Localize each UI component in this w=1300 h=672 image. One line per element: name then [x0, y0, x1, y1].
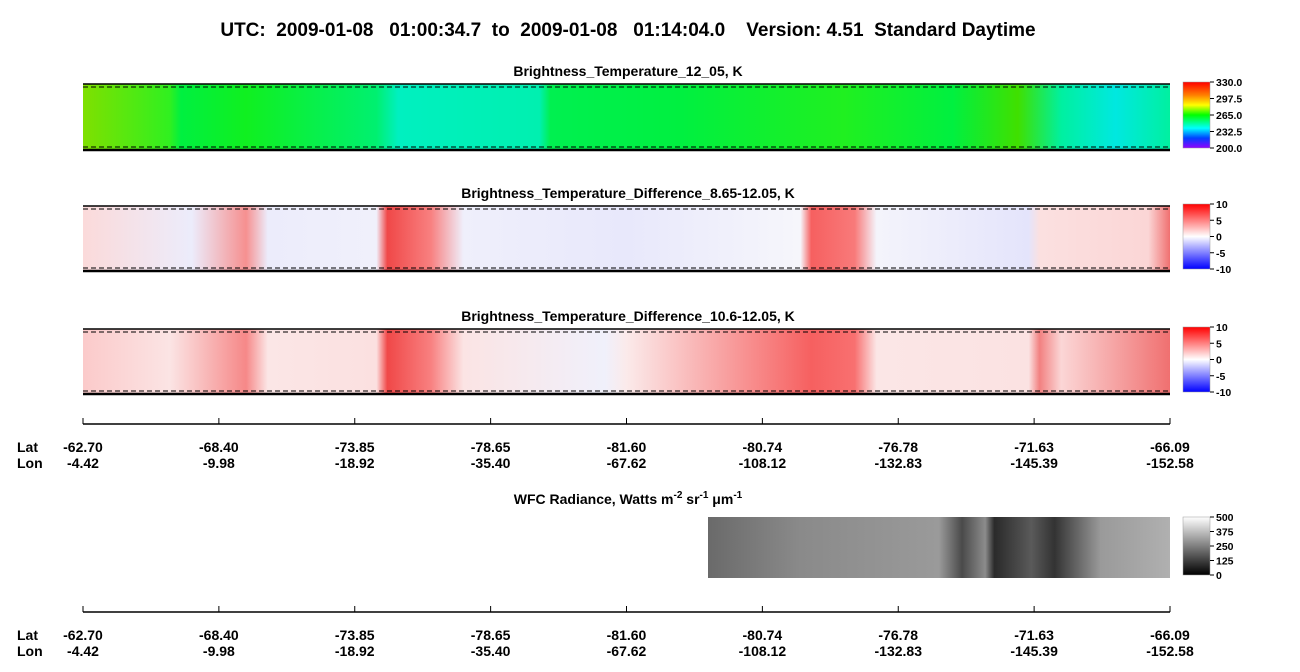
lat-label: -80.74: [743, 439, 783, 455]
axis-row-label: Lon: [17, 643, 43, 659]
colorbar-label: -5: [1216, 371, 1225, 383]
lon-label: -18.92: [335, 455, 375, 471]
lat-label: -73.85: [335, 439, 375, 455]
lon-label: -152.58: [1146, 643, 1194, 659]
colorbar: [1182, 326, 1211, 393]
colorbar-label: 10: [1216, 322, 1228, 334]
lon-label: -145.39: [1010, 643, 1058, 659]
axis-row-label: Lon: [17, 455, 43, 471]
lat-label: -68.40: [199, 627, 239, 643]
wfc-image: [708, 517, 1170, 578]
lat-label: -66.09: [1150, 627, 1190, 643]
lon-label: -35.40: [471, 455, 511, 471]
lon-label: -67.62: [607, 643, 647, 659]
title-sup: -1: [700, 490, 709, 501]
lon-label: -132.83: [875, 455, 923, 471]
lat-label: -66.09: [1150, 439, 1190, 455]
title-part: μm: [708, 491, 733, 507]
lon-label: -35.40: [471, 643, 511, 659]
panel-images: [83, 84, 1170, 578]
lon-label: -67.62: [607, 455, 647, 471]
colorbar: [1182, 81, 1211, 149]
colorbar-label: -5: [1216, 248, 1225, 260]
colorbar-label: 5: [1216, 215, 1222, 227]
lat-label: -76.78: [878, 439, 918, 455]
lat-label: -68.40: [199, 439, 239, 455]
axis-row-label: Lat: [17, 439, 38, 455]
colorbar-label: 200.0: [1216, 143, 1242, 155]
colorbar-label: 500: [1216, 512, 1234, 524]
lon-label: -145.39: [1010, 455, 1058, 471]
colorbar-label: 0: [1216, 232, 1222, 244]
lon-label: -18.92: [335, 643, 375, 659]
lon-label: -108.12: [739, 455, 787, 471]
colorbar-label: 10: [1216, 199, 1228, 211]
colorbar-label: 265.0: [1216, 110, 1242, 122]
heatmap-image: [83, 206, 1170, 271]
lon-label: -152.58: [1146, 455, 1194, 471]
colorbar-label: 0: [1216, 355, 1222, 367]
title-part: sr: [682, 491, 700, 507]
lat-label: -62.70: [63, 439, 103, 455]
colorbar: [1182, 203, 1211, 270]
lon-label: -9.98: [203, 643, 235, 659]
lat-label: -78.65: [471, 439, 511, 455]
lat-label: -73.85: [335, 627, 375, 643]
panel-title: Brightness_Temperature_12_05, K: [513, 63, 742, 79]
colorbar-label: 250: [1216, 541, 1234, 553]
lat-label: -62.70: [63, 627, 103, 643]
lat-label: -71.63: [1014, 627, 1054, 643]
lat-label: -76.78: [878, 627, 918, 643]
figure-title: UTC: 2009-01-08 01:00:34.7 to 2009-01-08…: [220, 20, 1035, 41]
lon-label: -132.83: [875, 643, 923, 659]
lon-label: -4.42: [67, 455, 99, 471]
colorbar-label: 330.0: [1216, 77, 1242, 89]
panel-title: Brightness_Temperature_Difference_10.6-1…: [461, 308, 795, 324]
title-sup: -1: [733, 490, 742, 501]
colorbar-label: 125: [1216, 556, 1234, 568]
lat-label: -71.63: [1014, 439, 1054, 455]
colorbar-label: 5: [1216, 338, 1222, 350]
lat-label: -81.60: [607, 627, 647, 643]
axis-row-label: Lat: [17, 627, 38, 643]
heatmap-image: [83, 84, 1170, 150]
lon-label: -4.42: [67, 643, 99, 659]
wfc-title: WFC Radiance, Watts m-2 sr-1 μm-1: [514, 490, 743, 507]
lon-label: -9.98: [203, 455, 235, 471]
panel-title: Brightness_Temperature_Difference_8.65-1…: [461, 185, 795, 201]
lon-label: -108.12: [739, 643, 787, 659]
lat-label: -80.74: [743, 627, 783, 643]
colorbar-label: -10: [1216, 264, 1231, 276]
heatmap-image: [83, 329, 1170, 394]
title-part: WFC Radiance, Watts m: [514, 491, 674, 507]
colorbar-label: 375: [1216, 527, 1234, 539]
colorbar-label: 232.5: [1216, 127, 1242, 139]
title-sup: -2: [673, 490, 682, 501]
lat-label: -78.65: [471, 627, 511, 643]
colorbar: [1182, 516, 1211, 576]
colorbar-label: -10: [1216, 387, 1231, 399]
colorbar-label: 0: [1216, 570, 1222, 582]
lat-label: -81.60: [607, 439, 647, 455]
colorbar-label: 297.5: [1216, 94, 1242, 106]
